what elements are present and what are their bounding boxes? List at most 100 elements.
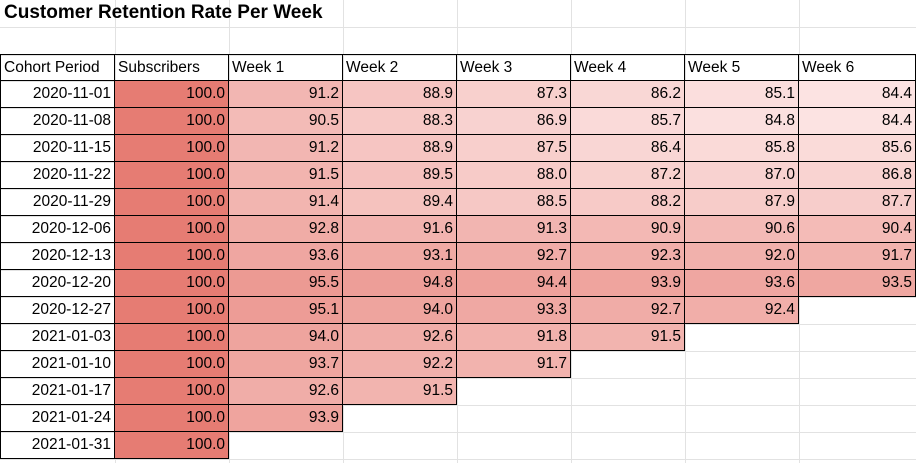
retention-cell[interactable]: 90.9 [570, 215, 685, 243]
cohort-period-cell[interactable]: 2020-11-15 [0, 134, 115, 162]
retention-cell[interactable]: 87.7 [798, 188, 916, 216]
subscribers-cell[interactable]: 100.0 [114, 134, 229, 162]
retention-cell[interactable]: 93.3 [456, 296, 571, 324]
retention-cell[interactable]: 86.4 [570, 134, 685, 162]
retention-cell[interactable]: 91.5 [228, 161, 343, 189]
subscribers-cell[interactable]: 100.0 [114, 269, 229, 297]
retention-cell[interactable]: 94.0 [228, 323, 343, 351]
cohort-period-cell[interactable]: 2020-12-20 [0, 269, 115, 297]
subscribers-cell[interactable]: 100.0 [114, 188, 229, 216]
retention-cell[interactable]: 85.7 [570, 107, 685, 135]
retention-cell[interactable]: 87.2 [570, 161, 685, 189]
subscribers-cell[interactable]: 100.0 [114, 350, 229, 378]
cohort-period-cell[interactable]: 2020-11-22 [0, 161, 115, 189]
column-header[interactable]: Week 1 [228, 54, 343, 81]
retention-cell[interactable]: 88.0 [456, 161, 571, 189]
retention-cell[interactable]: 84.8 [684, 107, 799, 135]
column-header[interactable]: Week 6 [798, 54, 916, 81]
cohort-period-cell[interactable]: 2021-01-31 [0, 431, 115, 459]
cohort-period-cell[interactable]: 2021-01-24 [0, 404, 115, 432]
subscribers-cell[interactable]: 100.0 [114, 242, 229, 270]
retention-cell[interactable]: 92.6 [228, 377, 343, 405]
subscribers-cell[interactable]: 100.0 [114, 296, 229, 324]
retention-cell[interactable]: 84.4 [798, 80, 916, 108]
retention-cell[interactable]: 92.4 [684, 296, 799, 324]
retention-cell[interactable]: 92.7 [456, 242, 571, 270]
cohort-period-cell[interactable]: 2020-11-08 [0, 107, 115, 135]
cohort-period-cell[interactable]: 2020-12-27 [0, 296, 115, 324]
retention-cell[interactable]: 93.5 [798, 269, 916, 297]
retention-cell[interactable]: 90.4 [798, 215, 916, 243]
retention-cell[interactable]: 92.2 [342, 350, 457, 378]
column-header[interactable]: Week 2 [342, 54, 457, 81]
retention-cell[interactable]: 91.3 [456, 215, 571, 243]
retention-cell[interactable]: 90.6 [684, 215, 799, 243]
retention-cell[interactable]: 94.0 [342, 296, 457, 324]
retention-cell[interactable]: 92.8 [228, 215, 343, 243]
retention-cell[interactable]: 86.9 [456, 107, 571, 135]
column-header[interactable]: Week 5 [684, 54, 799, 81]
retention-cell[interactable]: 91.8 [456, 323, 571, 351]
retention-cell[interactable]: 85.8 [684, 134, 799, 162]
retention-cell[interactable]: 93.1 [342, 242, 457, 270]
retention-cell[interactable]: 89.4 [342, 188, 457, 216]
retention-cell[interactable]: 93.6 [684, 269, 799, 297]
retention-cell[interactable]: 92.3 [570, 242, 685, 270]
retention-cell[interactable]: 91.2 [228, 80, 343, 108]
retention-cell[interactable]: 94.8 [342, 269, 457, 297]
cohort-period-cell[interactable]: 2020-12-06 [0, 215, 115, 243]
retention-cell[interactable]: 90.5 [228, 107, 343, 135]
subscribers-cell[interactable]: 100.0 [114, 323, 229, 351]
cohort-period-cell[interactable]: 2021-01-17 [0, 377, 115, 405]
retention-cell[interactable]: 88.9 [342, 134, 457, 162]
subscribers-cell[interactable]: 100.0 [114, 80, 229, 108]
retention-cell[interactable]: 91.7 [456, 350, 571, 378]
cohort-period-cell[interactable]: 2020-11-29 [0, 188, 115, 216]
retention-cell[interactable]: 91.5 [342, 377, 457, 405]
retention-cell[interactable]: 91.2 [228, 134, 343, 162]
column-header[interactable]: Week 3 [456, 54, 571, 81]
cohort-period-cell[interactable]: 2020-12-13 [0, 242, 115, 270]
retention-cell[interactable]: 85.1 [684, 80, 799, 108]
column-header[interactable]: Subscribers [114, 54, 229, 81]
subscribers-cell[interactable]: 100.0 [114, 431, 229, 459]
retention-cell[interactable]: 93.9 [570, 269, 685, 297]
retention-cell[interactable]: 87.5 [456, 134, 571, 162]
retention-cell[interactable]: 92.6 [342, 323, 457, 351]
retention-cell[interactable]: 85.6 [798, 134, 916, 162]
retention-cell[interactable]: 92.7 [570, 296, 685, 324]
retention-cell[interactable]: 88.2 [570, 188, 685, 216]
subscribers-cell[interactable]: 100.0 [114, 107, 229, 135]
retention-cell[interactable]: 89.5 [342, 161, 457, 189]
retention-cell[interactable]: 92.0 [684, 242, 799, 270]
retention-cell[interactable]: 91.6 [342, 215, 457, 243]
cohort-period-cell[interactable]: 2021-01-10 [0, 350, 115, 378]
retention-cell[interactable]: 95.5 [228, 269, 343, 297]
retention-cell[interactable]: 86.8 [798, 161, 916, 189]
retention-cell[interactable]: 87.0 [684, 161, 799, 189]
retention-cell[interactable]: 87.3 [456, 80, 571, 108]
retention-cell[interactable]: 95.1 [228, 296, 343, 324]
column-header[interactable]: Cohort Period [0, 54, 115, 81]
retention-cell[interactable]: 91.7 [798, 242, 916, 270]
subscribers-cell[interactable]: 100.0 [114, 161, 229, 189]
retention-cell[interactable]: 93.7 [228, 350, 343, 378]
retention-cell[interactable]: 86.2 [570, 80, 685, 108]
retention-cell[interactable]: 94.4 [456, 269, 571, 297]
subscribers-cell[interactable]: 100.0 [114, 215, 229, 243]
retention-cell[interactable]: 84.4 [798, 107, 916, 135]
retention-cell[interactable]: 87.9 [684, 188, 799, 216]
retention-cell[interactable]: 91.4 [228, 188, 343, 216]
retention-cell[interactable]: 88.5 [456, 188, 571, 216]
cohort-period-cell[interactable]: 2021-01-03 [0, 323, 115, 351]
retention-cell[interactable]: 93.9 [228, 404, 343, 432]
subscribers-cell[interactable]: 100.0 [114, 377, 229, 405]
retention-cell[interactable]: 88.3 [342, 107, 457, 135]
retention-cell[interactable]: 93.6 [228, 242, 343, 270]
column-header[interactable]: Week 4 [570, 54, 685, 81]
retention-cell[interactable]: 88.9 [342, 80, 457, 108]
subscribers-cell[interactable]: 100.0 [114, 404, 229, 432]
cohort-period-cell[interactable]: 2020-11-01 [0, 80, 115, 108]
retention-cell[interactable]: 91.5 [570, 323, 685, 351]
